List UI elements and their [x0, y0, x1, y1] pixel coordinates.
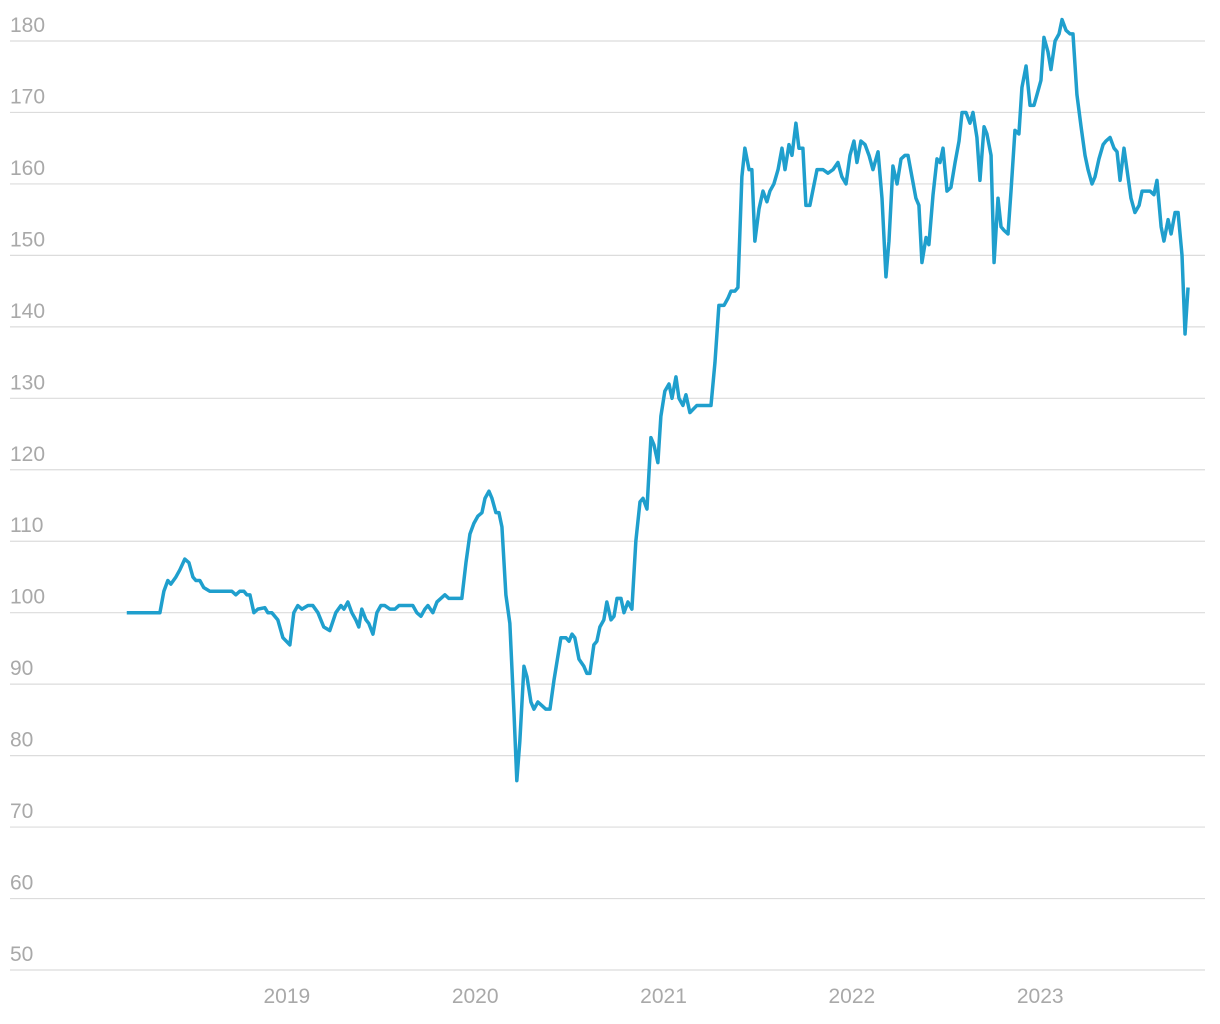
series-line	[126, 17, 1190, 783]
y-tick-label: 100	[10, 586, 45, 609]
y-tick-label: 160	[10, 157, 45, 180]
x-tick-label: 2021	[640, 985, 687, 1008]
y-tick-label: 110	[10, 514, 43, 537]
y-tick-label: 180	[10, 14, 45, 37]
y-tick-label: 170	[10, 85, 45, 108]
x-tick-label: 2022	[829, 985, 876, 1008]
y-tick-label: 90	[10, 657, 33, 680]
y-tick-label: 150	[10, 228, 45, 251]
x-tick-label: 2023	[1017, 985, 1064, 1008]
y-tick-label: 120	[10, 443, 45, 466]
y-tick-label: 60	[10, 872, 33, 895]
y-tick-label: 140	[10, 300, 45, 323]
y-tick-label: 130	[10, 371, 45, 394]
y-tick-label: 50	[10, 943, 33, 966]
y-tick-label: 80	[10, 729, 33, 752]
x-tick-label: 2020	[452, 985, 499, 1008]
y-tick-label: 70	[10, 800, 33, 823]
x-tick-label: 2019	[263, 985, 310, 1008]
